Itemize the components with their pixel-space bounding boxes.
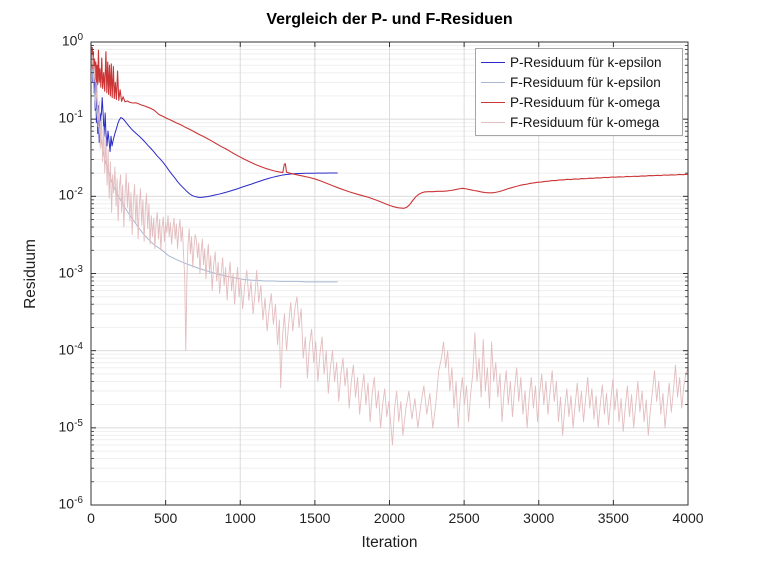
legend-label: P-Residuum für k-epsilon [510,54,662,70]
x-tick-label: 3000 [523,510,555,526]
y-tick-label: 100 [61,32,83,49]
legend-line-sample [481,121,505,123]
x-tick-label: 4000 [672,510,704,526]
legend-entry-f-residuum-k-omega: F-Residuum für k-omega [476,112,682,132]
x-tick-label: 1500 [299,510,331,526]
x-tick-label: 0 [87,510,95,526]
x-tick-label: 3500 [597,510,629,526]
x-tick-label: 1000 [224,510,256,526]
y-tick-label: 10-3 [58,263,83,281]
legend-label: P-Residuum für k-omega [510,94,661,110]
legend-entry-p-residuum-k-omega: P-Residuum für k-omega [476,92,682,112]
x-tick-label: 2500 [448,510,480,526]
legend-entry-f-residuum-k-epsilon: F-Residuum für k-epsilon [476,72,682,92]
x-tick-label: 500 [153,510,178,526]
legend: P-Residuum für k-epsilon F-Residuum für … [475,48,683,136]
legend-entry-p-residuum-k-epsilon: P-Residuum für k-epsilon [476,52,682,72]
legend-line-sample [481,61,505,63]
x-axis-label: Iteration [361,534,418,551]
y-tick-label: 10-5 [58,417,83,435]
legend-line-sample [481,101,505,103]
y-tick-label: 10-6 [58,495,83,512]
y-tick-label: 10-4 [58,340,83,358]
x-tick-label: 2000 [373,510,406,526]
legend-line-sample [481,81,505,83]
legend-label: F-Residuum für k-omega [510,114,660,130]
chart-title: Vergleich der P- und F-Residuen [266,11,513,28]
y-tick-label: 10-1 [58,109,83,126]
y-tick-label: 10-2 [58,186,83,203]
legend-label: F-Residuum für k-epsilon [510,74,661,90]
